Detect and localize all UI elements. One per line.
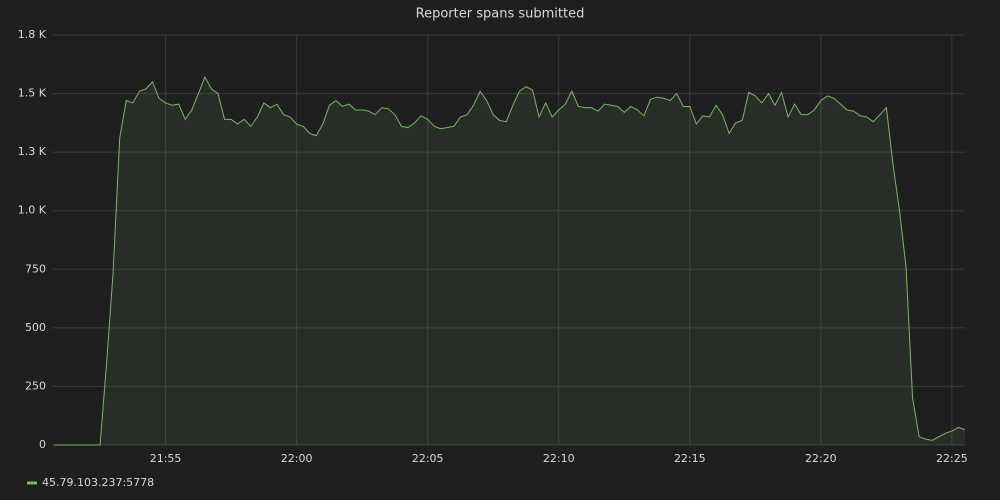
x-tick-label: 22:25 [936, 452, 968, 465]
x-tick-label: 21:55 [150, 452, 182, 465]
y-tick-label: 1.3 K [18, 145, 47, 158]
y-tick-label: 1.5 K [18, 87, 47, 100]
y-tick-label: 0 [39, 438, 46, 451]
y-tick-label: 1.8 K [18, 28, 47, 41]
x-tick-label: 22:20 [805, 452, 837, 465]
x-tick-label: 22:00 [281, 452, 313, 465]
series-line [54, 76, 966, 446]
x-tick-label: 22:15 [674, 452, 706, 465]
x-tick-label: 22:05 [412, 452, 444, 465]
chart-title: Reporter spans submitted [416, 7, 585, 22]
y-tick-label: 1.0 K [18, 204, 47, 217]
area-fill [54, 77, 966, 446]
y-tick-label: 750 [25, 262, 46, 275]
y-tick-label: 500 [25, 321, 46, 334]
x-tick-label: 22:10 [543, 452, 575, 465]
legend-label: 45.79.103.237:5778 [42, 476, 154, 489]
y-tick-label: 250 [25, 379, 46, 392]
